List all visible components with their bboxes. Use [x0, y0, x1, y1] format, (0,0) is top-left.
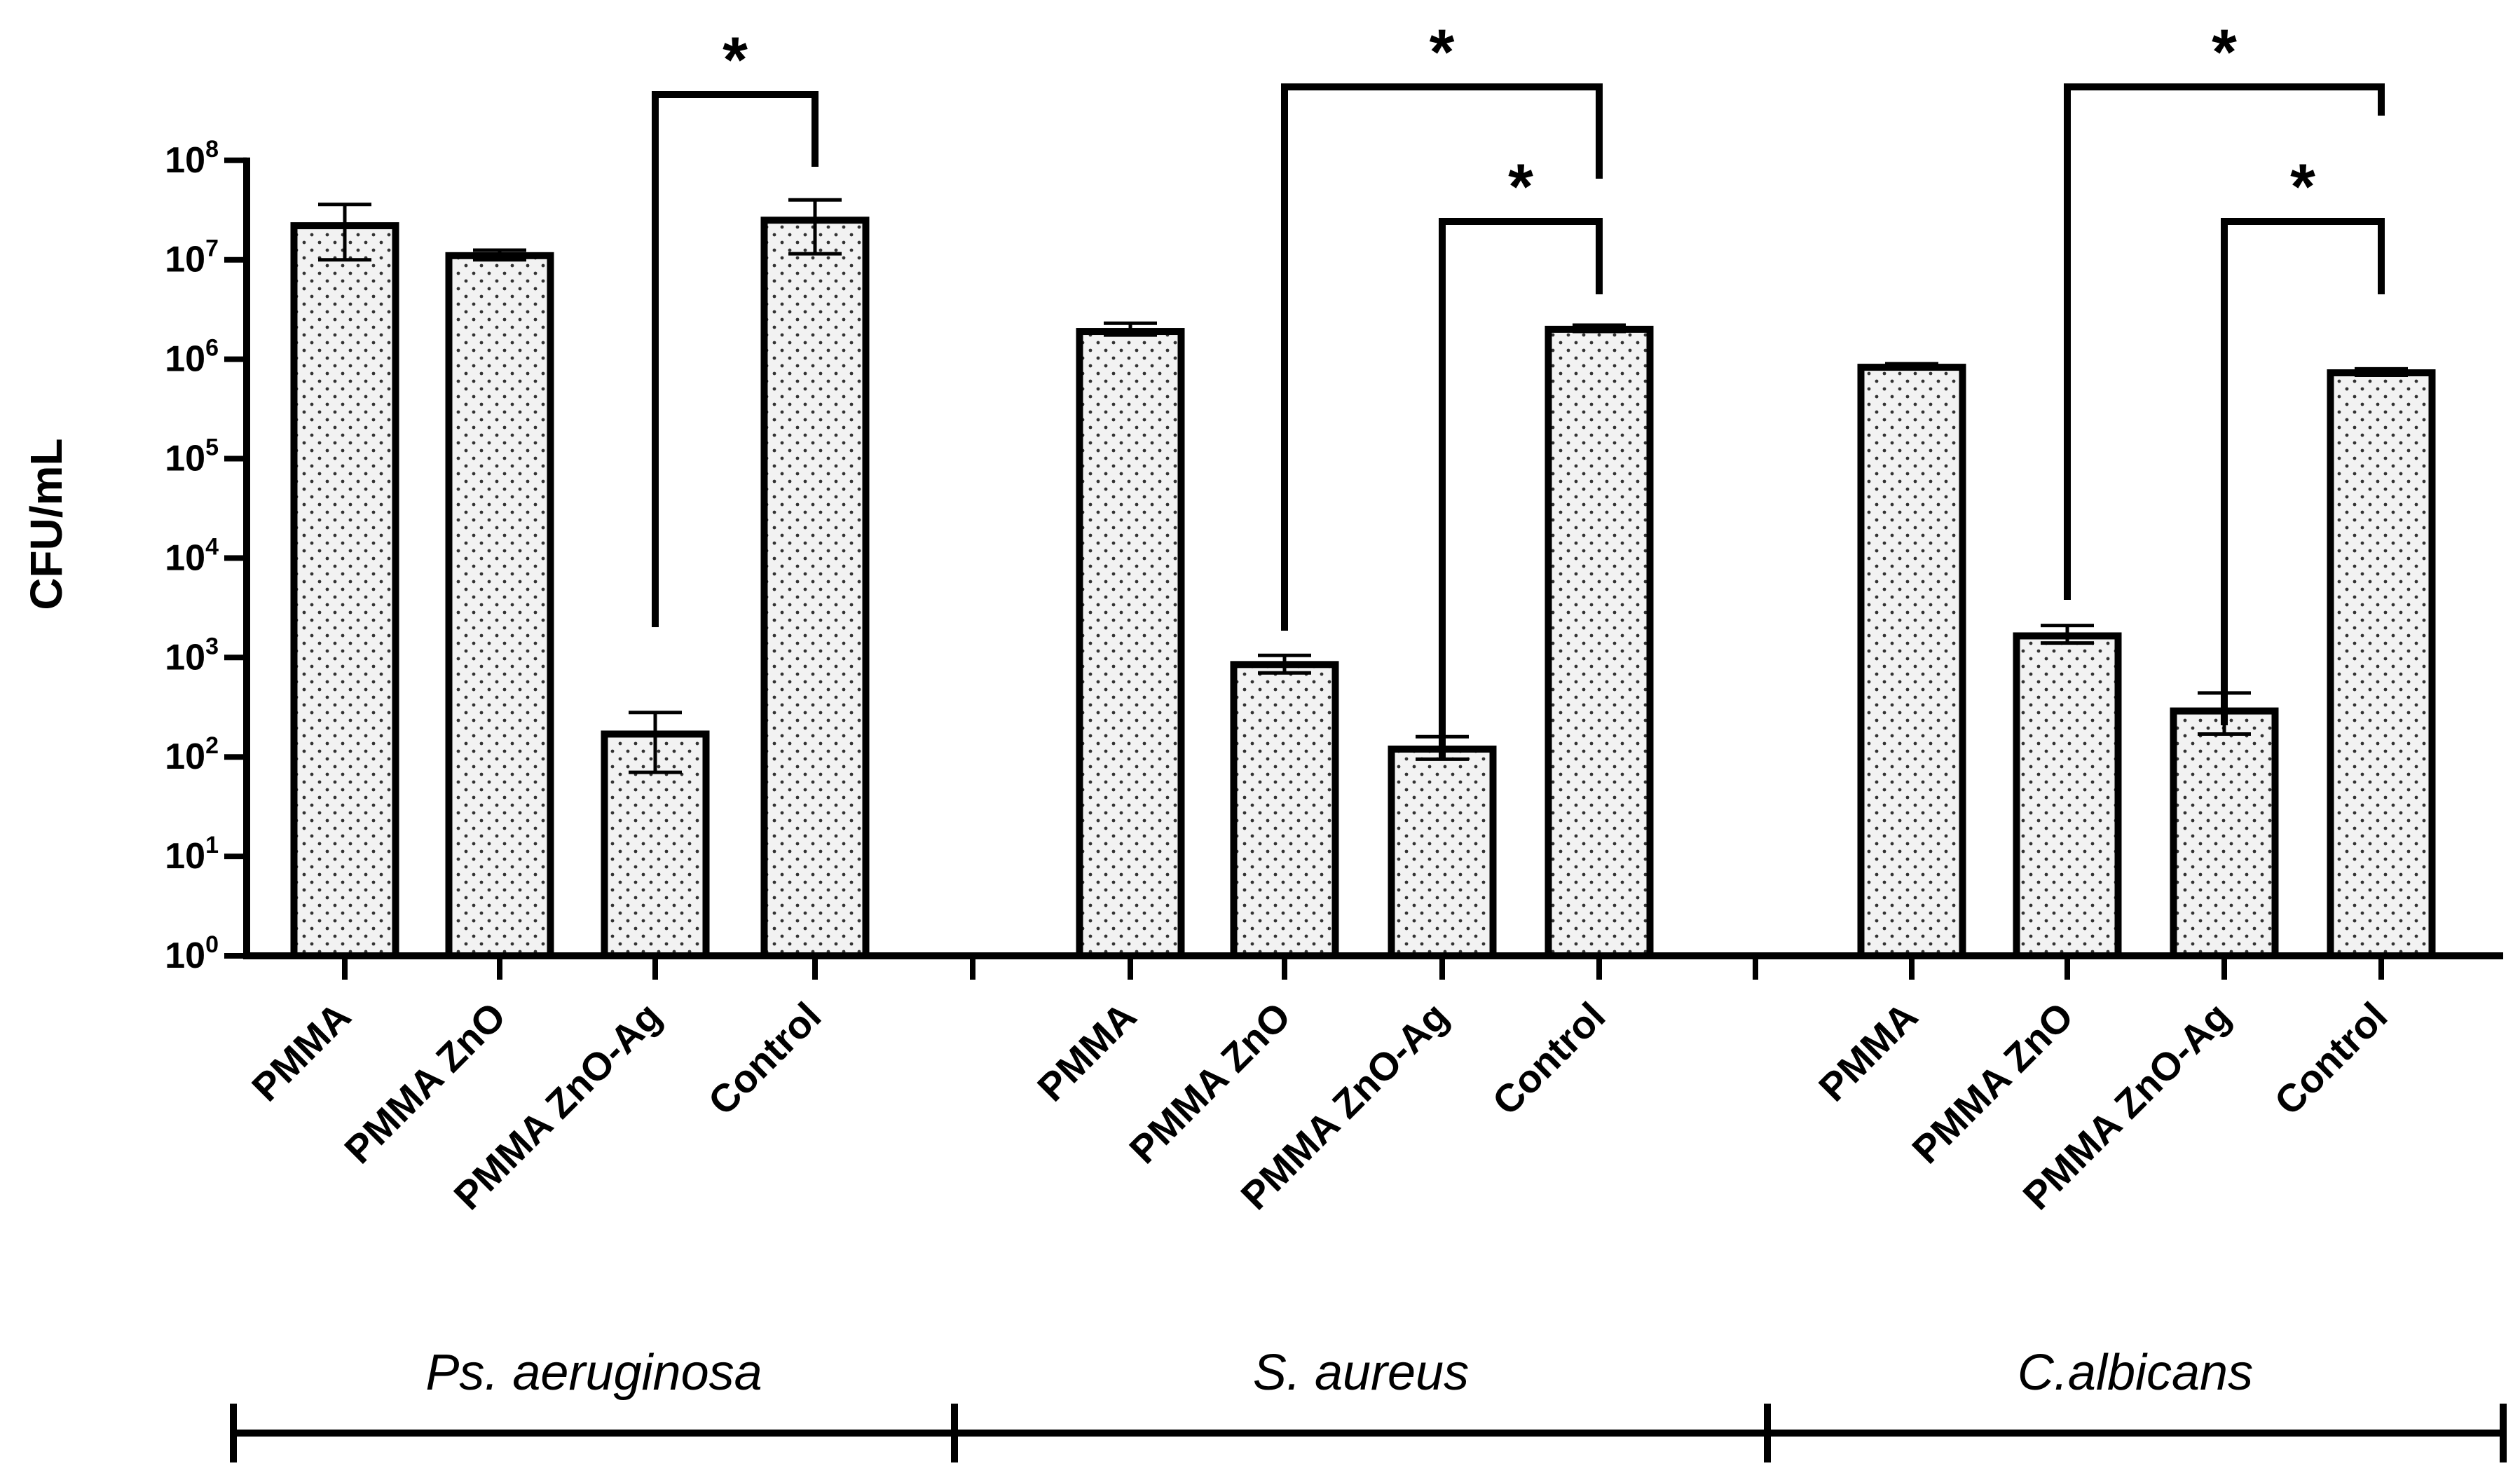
y-axis-label: CFU/mL	[21, 438, 71, 610]
significance-bracket	[2221, 218, 2385, 725]
significance-bracket	[2064, 83, 2385, 600]
bar	[2170, 707, 2279, 960]
group-label: Ps. aeruginosa	[425, 1345, 762, 1401]
significance-star: *	[1430, 17, 1455, 88]
group-label: C.albicans	[2018, 1345, 2253, 1401]
y-tick-label: 108	[165, 136, 219, 181]
bar	[1230, 661, 1339, 959]
x-tick-label: Control	[2266, 994, 2395, 1123]
x-tick-label: PMMA ZnO	[1121, 994, 1299, 1172]
y-tick-label: 102	[165, 732, 219, 777]
y-tick-label: 107	[165, 235, 219, 280]
significance-bracket	[1439, 218, 1603, 760]
significance-bracket	[652, 91, 819, 627]
x-tick-label: Control	[699, 994, 829, 1123]
x-tick-label: PMMA	[1029, 994, 1145, 1110]
bar	[2013, 632, 2122, 959]
bar	[1857, 364, 1966, 959]
y-tick-label: 101	[165, 832, 219, 877]
y-tick-label: 105	[165, 434, 219, 479]
significance-star: *	[1508, 151, 1533, 223]
bar	[1076, 328, 1185, 959]
x-tick-label: PMMA	[243, 994, 359, 1110]
bar	[2327, 369, 2436, 959]
y-tick-label: 103	[165, 633, 219, 678]
bar	[760, 217, 870, 959]
bar	[1388, 745, 1497, 960]
significance-star: *	[2212, 17, 2237, 88]
y-tick-label: 100	[165, 931, 219, 976]
bar	[445, 252, 554, 960]
x-tick-label: PMMA ZnO	[1903, 994, 2081, 1172]
x-tick-label: PMMA	[1810, 994, 1926, 1110]
significance-bracket	[1281, 83, 1603, 631]
significance-star: *	[723, 25, 748, 96]
significance-star: *	[2290, 151, 2315, 223]
y-tick-label: 104	[165, 533, 219, 578]
bar	[1545, 325, 1654, 959]
x-tick-label: Control	[1484, 994, 1613, 1123]
bar	[290, 222, 399, 959]
y-tick-label: 106	[165, 335, 219, 380]
group-label: S. aureus	[1253, 1345, 1469, 1401]
